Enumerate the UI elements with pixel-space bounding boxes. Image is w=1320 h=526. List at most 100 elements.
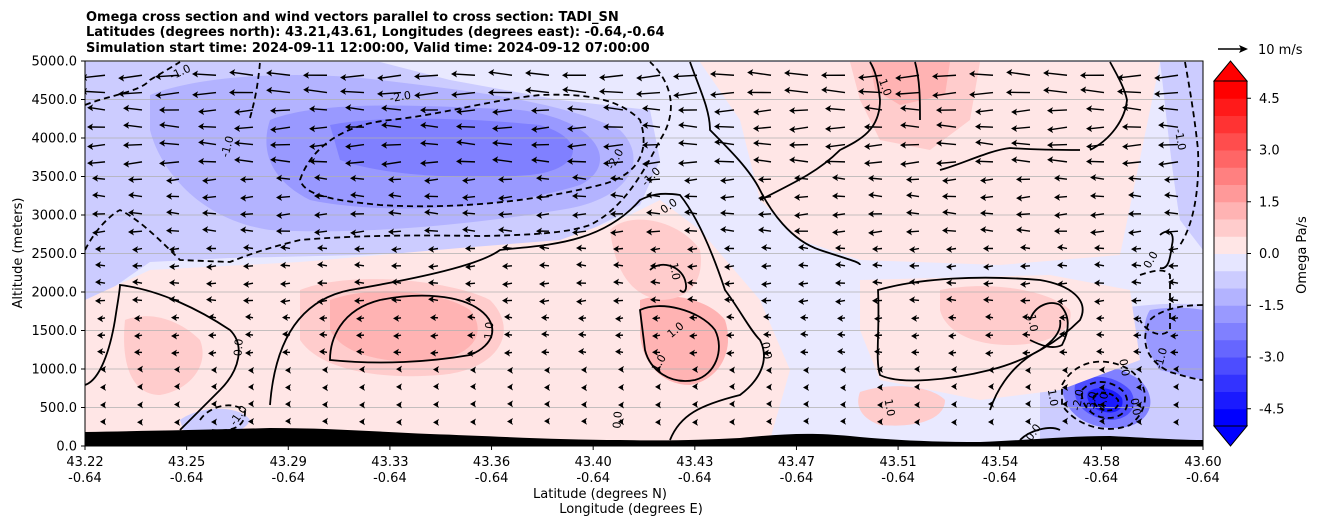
y-tick-label: 1000.0 [32, 363, 78, 378]
wind-vector [276, 174, 291, 182]
wind-vector [166, 192, 180, 200]
x-tick-label-lon: -0.64 [1186, 471, 1220, 486]
wind-vector [720, 194, 735, 202]
wind-vector [872, 297, 883, 305]
wind-vector [720, 226, 735, 234]
wind-vector [983, 296, 994, 304]
wind-vector [914, 365, 921, 373]
wind-vector [858, 88, 883, 96]
wind-vector [248, 417, 255, 425]
wind-vector [430, 349, 439, 357]
wind-vector [1016, 226, 1031, 234]
wind-vector [1080, 86, 1105, 94]
wind-vector [211, 400, 218, 408]
wind-vector [123, 141, 143, 149]
wind-vector [87, 159, 106, 167]
wind-vector [581, 401, 588, 409]
wind-vector [87, 143, 106, 151]
wind-vector [578, 331, 587, 339]
wind-vector [536, 193, 550, 201]
wind-vector [837, 348, 846, 356]
wind-vector [159, 159, 180, 167]
wind-vector [433, 400, 440, 408]
wind-vector [652, 348, 661, 356]
wind-vector [1173, 365, 1180, 373]
wind-vector [642, 121, 661, 129]
wind-vector [613, 278, 624, 286]
wind-vector [95, 245, 106, 253]
wind-vector [245, 331, 254, 339]
wind-vector [1117, 88, 1142, 96]
wind-vector [229, 68, 254, 76]
wind-vector [603, 123, 624, 131]
wind-vector [988, 418, 995, 426]
colorbar-label: Omega Pa/s [1295, 216, 1310, 294]
wind-vector [166, 227, 180, 235]
wind-vector [678, 121, 698, 129]
wind-vector [1133, 331, 1142, 339]
wind-vector [789, 107, 809, 115]
colorbar-tick-label: -1.5 [1259, 299, 1284, 314]
wind-vector [276, 211, 291, 219]
wind-vector [470, 366, 477, 374]
wind-vector [345, 143, 365, 151]
wind-vector [1062, 417, 1069, 425]
wind-vector [726, 331, 735, 339]
wind-vector [618, 383, 625, 391]
wind-vector [1133, 348, 1142, 356]
wind-vector [492, 125, 513, 133]
wind-vector [428, 279, 439, 287]
wind-vector [835, 261, 846, 269]
wind-vector [906, 176, 920, 184]
x-tick-label-lon: -0.64 [983, 471, 1017, 486]
wind-vector [948, 332, 957, 340]
wind-vector [433, 418, 440, 426]
wind-vector [95, 278, 106, 286]
wind-vector [276, 193, 291, 201]
wind-vector [714, 138, 735, 146]
wind-vector [206, 296, 217, 304]
wind-vector [1086, 157, 1105, 165]
x-tick-label-lon: -0.64 [373, 471, 407, 486]
wind-vector [531, 141, 550, 149]
wind-vector [502, 262, 513, 270]
wind-vector [615, 331, 624, 339]
colorbar-segment [1214, 150, 1247, 168]
wind-vector [470, 383, 477, 391]
wind-vector [1136, 418, 1143, 426]
wind-vector [864, 159, 883, 167]
contour-pos1-top [914, 61, 921, 121]
wind-vector [753, 139, 772, 147]
wind-vector [613, 245, 624, 253]
wind-vector [610, 191, 624, 199]
wind-vector [169, 245, 180, 253]
wind-vector [1128, 174, 1142, 182]
wind-vector [936, 139, 957, 147]
wind-vector [414, 73, 439, 81]
wind-vector [285, 417, 292, 425]
wind-vector [615, 348, 624, 356]
wind-vector [234, 156, 254, 164]
wind-vector [1096, 348, 1105, 356]
wind-vector [798, 298, 809, 306]
wind-vector [206, 280, 217, 288]
wind-vector [208, 349, 217, 357]
wind-vector [652, 314, 661, 322]
wind-vector [359, 365, 366, 373]
wind-vector [354, 278, 365, 286]
contour-label: -1.0 [1172, 128, 1189, 151]
wind-vector [1164, 191, 1179, 199]
wind-vector [803, 366, 810, 374]
wind-vector [562, 71, 587, 79]
wind-vector [1062, 400, 1069, 408]
wind-vector [359, 418, 365, 426]
wind-vector [539, 261, 550, 269]
wind-vector [983, 263, 994, 271]
contour-neg1-right3 [1144, 304, 1203, 381]
wind-vector [381, 104, 402, 112]
wind-vector [507, 366, 514, 374]
wind-vector [636, 74, 661, 82]
contour-pos1-far-right [1029, 302, 1069, 348]
wind-vector [581, 417, 588, 425]
wind-vector [800, 330, 809, 338]
